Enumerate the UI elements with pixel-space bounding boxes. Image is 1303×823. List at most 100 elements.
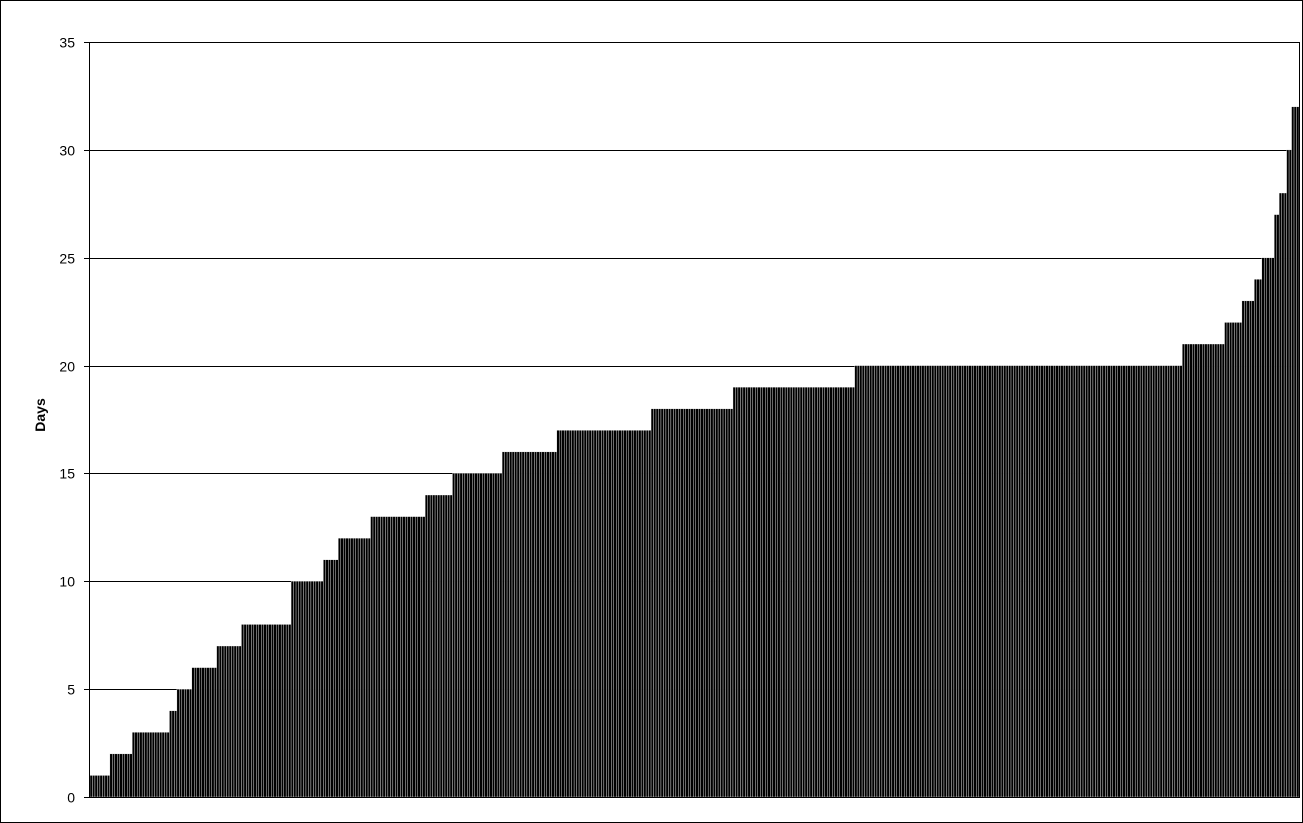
bar-440: [1179, 365, 1183, 798]
bar-104: [345, 537, 349, 798]
bar-312: [861, 365, 865, 798]
bar-279: [779, 386, 783, 798]
bar-477: [1271, 257, 1275, 798]
bar-228: [653, 408, 657, 798]
bar-107: [352, 537, 356, 798]
bar-112: [365, 537, 369, 798]
bar-441: [1182, 343, 1185, 798]
bar-81: [288, 624, 292, 798]
bar-213: [616, 430, 619, 798]
bar-210: [608, 430, 612, 798]
bar-413: [1112, 365, 1116, 798]
bar-17: [129, 753, 133, 798]
y-tick-label-10: 10: [59, 574, 75, 590]
bar-474: [1264, 257, 1267, 798]
bar-483: [1286, 149, 1290, 798]
bar-236: [673, 408, 677, 798]
bar-432: [1159, 365, 1163, 798]
bar-225: [645, 430, 649, 798]
bar-434: [1164, 365, 1168, 798]
bar-291: [809, 386, 813, 798]
bar-285: [794, 386, 798, 798]
bar-305: [844, 386, 848, 798]
bar-487: [1296, 106, 1300, 798]
bar-146: [449, 494, 453, 798]
bar-65: [248, 624, 252, 798]
bar-209: [606, 430, 610, 798]
bar-226: [648, 430, 652, 798]
bar-435: [1167, 365, 1171, 798]
bar-79: [283, 624, 287, 798]
bar-390: [1055, 365, 1059, 798]
bar-250: [707, 408, 711, 798]
bar-303: [839, 386, 843, 798]
bar-366: [995, 365, 999, 798]
bar-168: [504, 451, 508, 798]
bar-53: [218, 645, 222, 798]
bar-317: [874, 365, 878, 798]
bar-154: [469, 473, 473, 798]
bar-358: [976, 365, 979, 798]
bar-284: [792, 386, 796, 798]
bar-255: [720, 408, 724, 798]
bar-54: [221, 645, 225, 798]
bar-402: [1085, 365, 1089, 798]
bar-365: [993, 365, 997, 798]
bar-338: [926, 365, 930, 798]
bar-349: [953, 365, 957, 798]
bar-189: [556, 430, 560, 798]
bar-426: [1144, 365, 1148, 798]
bar-63: [243, 624, 247, 798]
bar-352: [961, 365, 965, 798]
bar-271: [760, 386, 763, 798]
bar-231: [660, 408, 664, 798]
bar-316: [871, 365, 875, 798]
bar-396: [1070, 365, 1074, 798]
bar-344: [941, 365, 945, 798]
bar-444: [1189, 343, 1193, 798]
bar-26: [151, 732, 155, 798]
bar-332: [911, 365, 915, 798]
y-tick-label-15: 15: [59, 466, 75, 482]
bar-42: [191, 667, 195, 798]
bar-381: [1033, 365, 1037, 798]
bar-395: [1067, 365, 1071, 798]
bar-448: [1199, 343, 1203, 798]
bar-459: [1226, 322, 1230, 798]
bar-21: [139, 732, 143, 798]
bar-473: [1261, 257, 1265, 798]
bar-411: [1107, 365, 1111, 798]
bar-256: [722, 408, 726, 798]
bar-114: [370, 516, 374, 798]
bar-422: [1134, 365, 1138, 798]
bar-64: [246, 624, 250, 798]
bar-80: [285, 624, 289, 798]
bar-75: [273, 624, 277, 798]
bar-405: [1092, 365, 1096, 798]
bar-195: [571, 430, 575, 798]
bar-326: [896, 365, 900, 798]
bar-380: [1030, 365, 1034, 798]
bar-129: [407, 516, 411, 798]
bar-15: [124, 753, 128, 798]
bar-90: [310, 581, 314, 798]
bar-8: [107, 775, 111, 798]
bar-304: [842, 386, 845, 798]
bar-160: [484, 473, 488, 798]
bar-439: [1177, 365, 1181, 798]
bar-261: [735, 386, 739, 798]
bar-431: [1157, 365, 1161, 798]
bar-242: [688, 408, 691, 798]
bar-134: [420, 516, 423, 798]
bar-384: [1040, 365, 1044, 798]
bar-314: [866, 365, 870, 798]
bar-2: [92, 775, 96, 798]
bar-212: [613, 430, 617, 798]
bar-16: [127, 753, 130, 798]
bar-370: [1005, 365, 1009, 798]
bar-266: [747, 386, 751, 798]
bar-149: [457, 473, 461, 798]
bar-127: [402, 516, 406, 798]
bar-398: [1075, 365, 1079, 798]
bar-240: [683, 408, 686, 798]
